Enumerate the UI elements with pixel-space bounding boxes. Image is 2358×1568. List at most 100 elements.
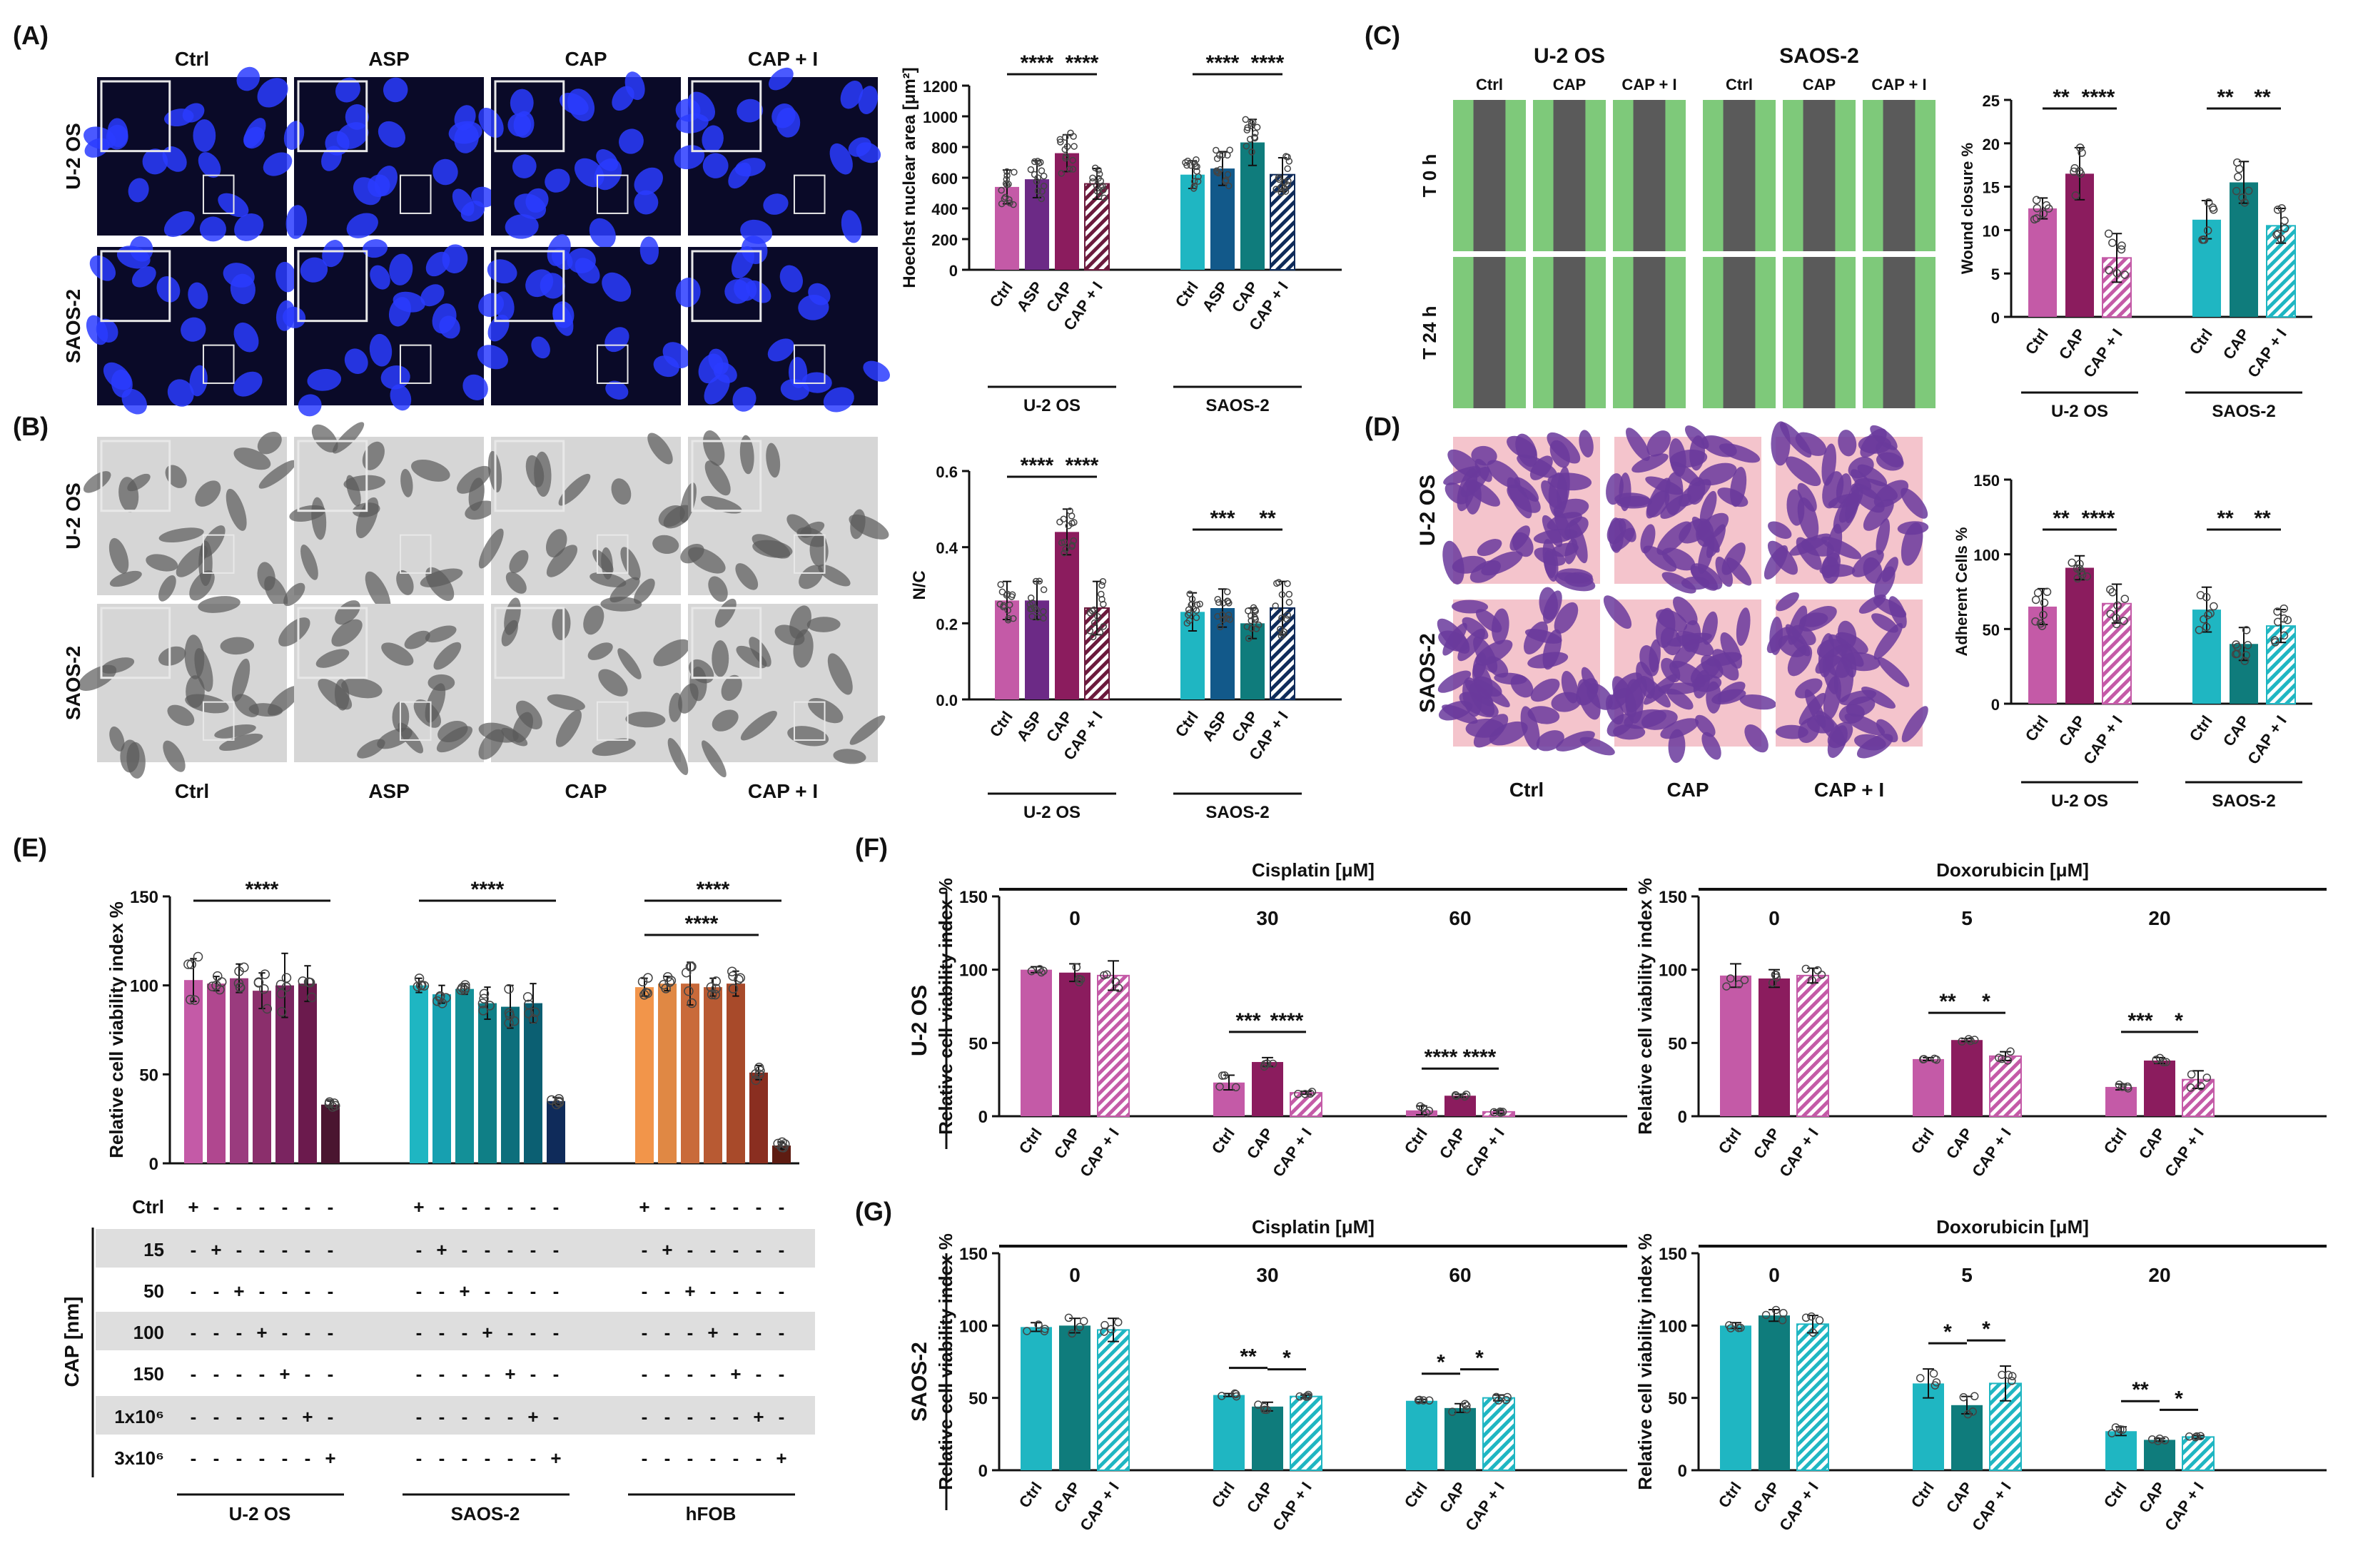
significance-label: ** bbox=[2217, 507, 2234, 530]
data-point bbox=[1242, 116, 1250, 123]
x-tick-label: CAP + I bbox=[2161, 1125, 2207, 1180]
micrograph bbox=[1442, 430, 1600, 592]
significance-label: **** bbox=[1270, 1009, 1304, 1033]
micrograph bbox=[283, 239, 488, 417]
data-point bbox=[1734, 1323, 1743, 1332]
panel-letter: (G) bbox=[855, 1197, 892, 1226]
cell-shape bbox=[1826, 523, 1843, 568]
data-point bbox=[1243, 623, 1251, 630]
label-layer: (A)(B)(C)(D)(E) (F)(G)Ctrl + - - - - - - + - - - - - - +… bbox=[13, 21, 1927, 1524]
cell-shape bbox=[848, 137, 871, 157]
row-label: T 0 h bbox=[1419, 154, 1440, 198]
data-point bbox=[1188, 600, 1196, 607]
data-point bbox=[1088, 607, 1096, 614]
group-label: U-2 OS bbox=[1023, 803, 1081, 822]
data-point bbox=[2232, 649, 2242, 658]
zoom-box bbox=[202, 534, 235, 574]
data-point bbox=[1034, 1320, 1043, 1329]
cell-shape bbox=[184, 634, 205, 679]
y-tick-label: 50 bbox=[139, 1066, 158, 1085]
bar bbox=[184, 980, 203, 1163]
cell-shape bbox=[704, 460, 731, 496]
data-point bbox=[1100, 623, 1107, 630]
bar bbox=[455, 988, 474, 1163]
cell-shape bbox=[452, 188, 475, 216]
panel-letter: (F) bbox=[855, 833, 888, 862]
data-point bbox=[1219, 151, 1226, 158]
data-point bbox=[2003, 1056, 2013, 1065]
cell-shape bbox=[1719, 443, 1761, 463]
cell-shape bbox=[1645, 476, 1684, 495]
data-point bbox=[1815, 1316, 1824, 1325]
cell-shape bbox=[658, 505, 685, 527]
cell-shape bbox=[827, 653, 853, 695]
cell-shape bbox=[667, 737, 689, 775]
data-point bbox=[1027, 595, 1035, 602]
cell-shape bbox=[494, 291, 515, 320]
bar bbox=[1759, 978, 1790, 1116]
cell-shape bbox=[454, 105, 476, 131]
data-point bbox=[1252, 616, 1259, 623]
y-axis-label: Hoechst nuclear area [μm²] bbox=[900, 67, 919, 288]
cell-shape bbox=[512, 154, 537, 178]
data-point bbox=[1462, 1091, 1471, 1099]
table-cell: - bbox=[733, 1196, 739, 1218]
table-cell: - bbox=[687, 1363, 694, 1385]
cell-shape bbox=[1547, 432, 1581, 464]
table-cell: - bbox=[236, 1322, 243, 1343]
scratch-image bbox=[1533, 257, 1606, 408]
data-point bbox=[1057, 138, 1064, 146]
micrograph bbox=[78, 596, 301, 779]
significance-label: **** bbox=[2082, 86, 2115, 109]
cell-shape bbox=[300, 545, 318, 580]
data-point bbox=[554, 1096, 565, 1106]
table-row-shade bbox=[96, 1312, 815, 1350]
y-tick-label: 0.0 bbox=[936, 692, 958, 709]
cell-shape bbox=[1494, 672, 1527, 685]
cell-shape bbox=[457, 465, 491, 494]
x-tick-label: CAP bbox=[2135, 1125, 2169, 1162]
scratch-image bbox=[1783, 100, 1856, 251]
y-tick-label: 200 bbox=[931, 231, 958, 249]
cell-shape bbox=[109, 726, 125, 752]
scratch-image bbox=[1703, 100, 1776, 251]
bar bbox=[2144, 1440, 2175, 1470]
bar bbox=[1444, 1407, 1476, 1470]
bar bbox=[658, 983, 677, 1163]
data-point bbox=[1027, 966, 1036, 976]
micrograph bbox=[86, 236, 297, 415]
data-point bbox=[2111, 1423, 2120, 1432]
cell-shape bbox=[188, 282, 208, 309]
table-row-label: 150 bbox=[133, 1363, 164, 1385]
data-point bbox=[1213, 146, 1220, 154]
table-cell: - bbox=[530, 1363, 537, 1385]
cell-shape bbox=[285, 205, 308, 239]
data-point bbox=[1452, 1091, 1461, 1101]
data-point bbox=[1040, 172, 1048, 180]
data-point bbox=[1932, 1378, 1941, 1387]
cell-shape bbox=[712, 640, 729, 677]
bar bbox=[2230, 182, 2258, 317]
x-tick-label: ASP bbox=[1013, 708, 1046, 744]
cell-shape bbox=[767, 338, 794, 362]
data-point bbox=[1461, 1400, 1469, 1409]
table-row-label: 1x10⁶ bbox=[114, 1406, 164, 1427]
cell-shape bbox=[841, 210, 862, 243]
data-point bbox=[1223, 614, 1231, 622]
x-tick-label: CAP bbox=[1750, 1479, 1783, 1516]
cell-shape bbox=[1512, 532, 1534, 557]
micrograph bbox=[678, 598, 886, 778]
row-label: T 24 h bbox=[1419, 305, 1440, 359]
group-header: 0 bbox=[1069, 907, 1081, 929]
bar bbox=[1252, 1406, 1283, 1470]
cell-shape bbox=[263, 152, 293, 176]
significance-label: **** bbox=[1021, 454, 1054, 477]
bar bbox=[1059, 1325, 1091, 1470]
data-point bbox=[1095, 190, 1103, 197]
x-tick-label: Ctrl bbox=[986, 278, 1016, 310]
data-point bbox=[1060, 515, 1068, 523]
bar bbox=[410, 985, 428, 1163]
data-point bbox=[1284, 181, 1292, 188]
cell-shape bbox=[1870, 425, 1898, 450]
